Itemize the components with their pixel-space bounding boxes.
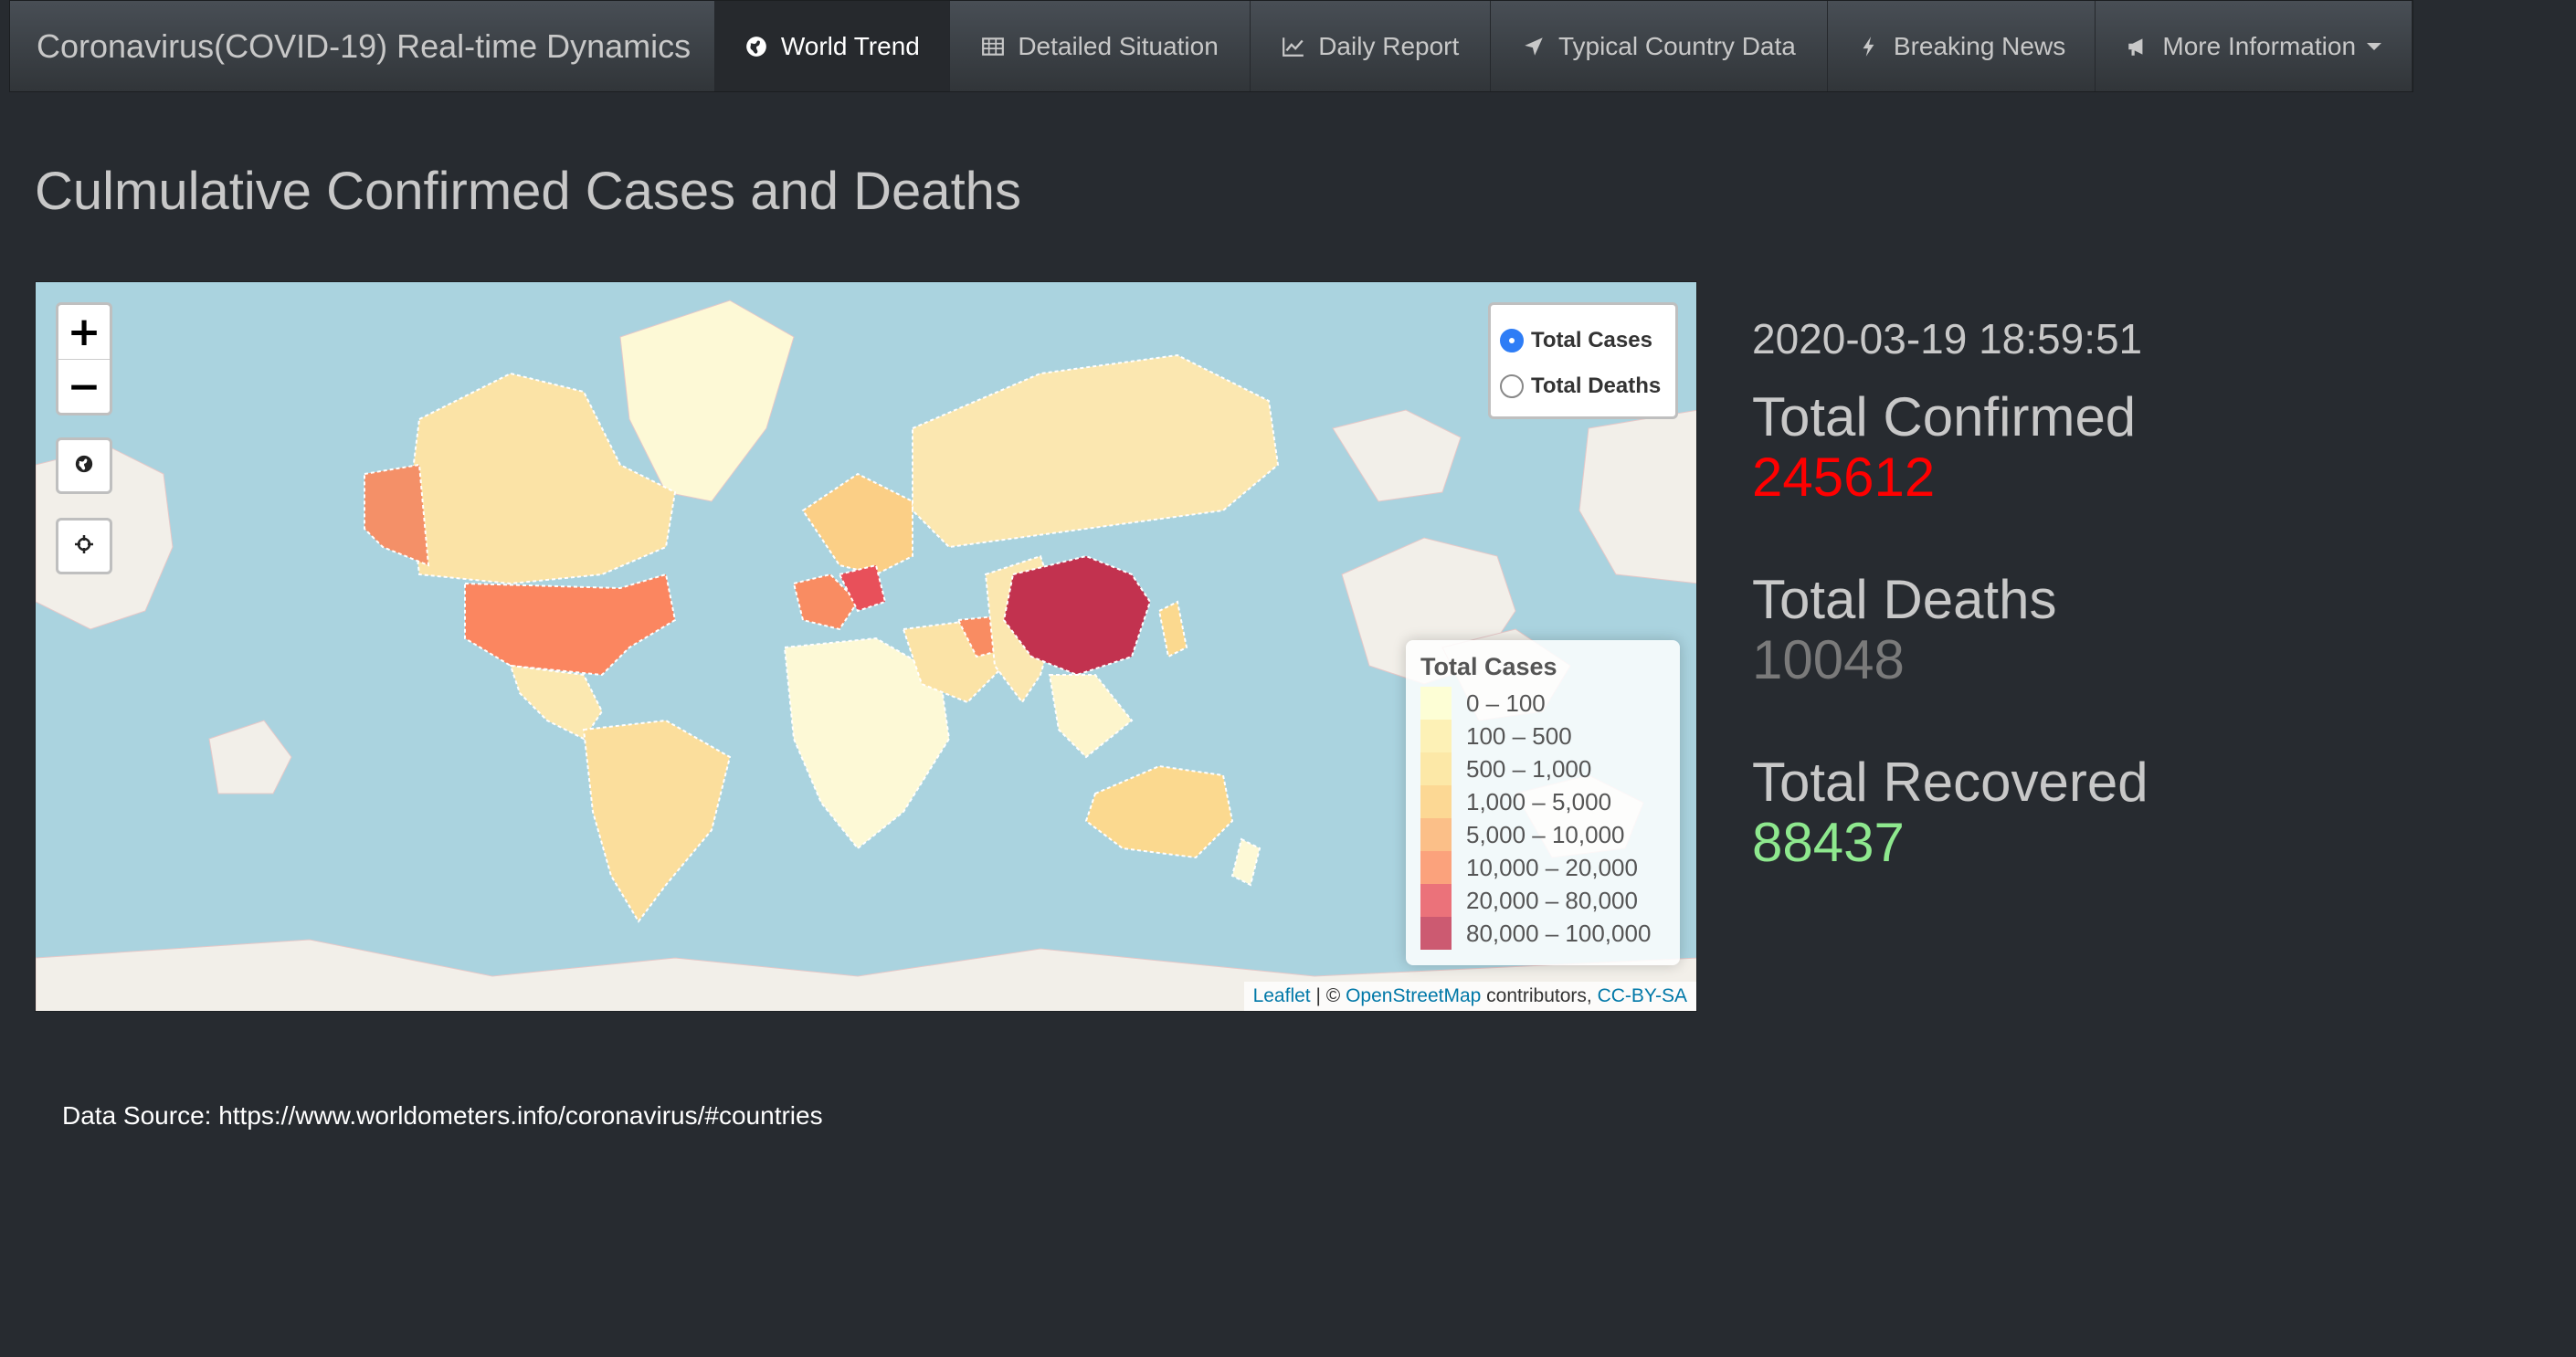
nav-label: More Information	[2162, 31, 2357, 60]
leaflet-link[interactable]: Leaflet	[1252, 985, 1311, 1006]
zoom-in-button[interactable]: +	[67, 309, 101, 355]
legend-row: 20,000 – 80,000	[1420, 884, 1665, 917]
zoom-out-button[interactable]: −	[58, 359, 110, 413]
legend-swatch	[1420, 884, 1452, 917]
legend-swatch	[1420, 752, 1452, 785]
world-map[interactable]: + − Total Cases Total Deaths Total Cases…	[35, 281, 1697, 1012]
nav-label: World Trend	[780, 31, 920, 60]
caret-down-icon	[2367, 42, 2382, 50]
attribution-contributors: contributors,	[1481, 985, 1598, 1006]
legend-row: 1,000 – 5,000	[1420, 785, 1665, 818]
update-timestamp: 2020-03-19 18:59:51	[1752, 315, 2143, 363]
nav-label: Detailed Situation	[1018, 31, 1219, 60]
legend-swatch	[1420, 720, 1452, 752]
legend-swatch	[1420, 917, 1452, 950]
nav-detailed-situation[interactable]: Detailed Situation	[948, 1, 1251, 91]
world-view-button[interactable]	[56, 437, 112, 494]
recovered-block: Total Recovered 88437	[1752, 752, 2483, 873]
map-attribution: Leaflet | © OpenStreetMap contributors, …	[1243, 982, 1696, 1011]
recovered-label: Total Recovered	[1752, 752, 2148, 813]
legend-row: 80,000 – 100,000	[1420, 917, 1665, 950]
legend-row: 5,000 – 10,000	[1420, 818, 1665, 851]
license-link[interactable]: CC-BY-SA	[1597, 985, 1687, 1006]
legend-row: 10,000 – 20,000	[1420, 851, 1665, 884]
zoom-control: + −	[56, 302, 112, 416]
brand-title[interactable]: Coronavirus(COVID-19) Real-time Dynamics	[37, 26, 692, 65]
line-chart-icon	[1282, 35, 1305, 58]
layer-option-total-deaths[interactable]: Total Deaths	[1500, 363, 1666, 409]
radio-unselected-icon[interactable]	[1500, 374, 1524, 398]
deaths-value: 10048	[1752, 629, 1905, 690]
crosshairs-icon	[73, 533, 95, 560]
globe-icon	[74, 454, 94, 479]
layer-label: Total Deaths	[1531, 373, 1662, 398]
legend-label: 10,000 – 20,000	[1466, 853, 1638, 881]
nav-typical-country-data[interactable]: Typical Country Data	[1490, 1, 1827, 91]
confirmed-value: 245612	[1752, 447, 1936, 508]
confirmed-label: Total Confirmed	[1752, 386, 2137, 447]
legend-row: 100 – 500	[1420, 720, 1665, 752]
page-title: Culmulative Confirmed Cases and Deaths	[35, 162, 1021, 221]
attribution-separator: | ©	[1310, 985, 1346, 1006]
deaths-block: Total Deaths 10048	[1752, 570, 2483, 690]
legend-row: 500 – 1,000	[1420, 752, 1665, 785]
legend-title: Total Cases	[1420, 653, 1557, 680]
nav-label: Breaking News	[1893, 31, 2066, 60]
layer-option-total-cases[interactable]: Total Cases	[1500, 318, 1666, 363]
legend-swatch	[1420, 851, 1452, 884]
legend-label: 1,000 – 5,000	[1466, 787, 1612, 815]
deaths-label: Total Deaths	[1752, 569, 2057, 630]
nav-breaking-news[interactable]: Breaking News	[1826, 1, 2096, 91]
legend-label: 20,000 – 80,000	[1466, 886, 1638, 914]
legend-swatch	[1420, 818, 1452, 851]
navbar: Coronavirus(COVID-19) Real-time Dynamics…	[9, 0, 2413, 92]
location-arrow-icon	[1522, 35, 1546, 58]
nav-label: Daily Report	[1318, 31, 1460, 60]
globe-icon	[744, 35, 768, 58]
nav-label: Typical Country Data	[1557, 31, 1796, 60]
legend-label: 0 – 100	[1466, 689, 1546, 717]
legend-label: 500 – 1,000	[1466, 754, 1592, 783]
map-tiles[interactable]	[36, 282, 1697, 1012]
layer-label: Total Cases	[1531, 328, 1652, 352]
stats-panel: 2020-03-19 18:59:51 Total Confirmed 2456…	[1752, 314, 2483, 873]
osm-link[interactable]: OpenStreetMap	[1346, 985, 1482, 1006]
nav-more-information[interactable]: More Information	[2095, 1, 2412, 91]
radio-selected-icon[interactable]	[1500, 329, 1524, 352]
recovered-value: 88437	[1752, 812, 1905, 873]
legend-swatch	[1420, 785, 1452, 818]
table-icon	[981, 35, 1005, 58]
legend-label: 80,000 – 100,000	[1466, 919, 1652, 947]
legend-swatch	[1420, 687, 1452, 720]
map-legend: Total Cases 0 – 100 100 – 500 500 – 1,000 1…	[1406, 640, 1680, 965]
bolt-icon	[1857, 35, 1881, 58]
bullhorn-icon	[2126, 35, 2149, 58]
legend-label: 5,000 – 10,000	[1466, 820, 1625, 848]
layer-switcher: Total Cases Total Deaths	[1488, 302, 1678, 419]
confirmed-block: Total Confirmed 245612	[1752, 387, 2483, 508]
data-source-text: Data Source: https://www.worldometers.in…	[62, 1101, 823, 1130]
nav-world-trend[interactable]: World Trend	[714, 1, 949, 91]
locate-button[interactable]	[56, 518, 112, 574]
nav-daily-report[interactable]: Daily Report	[1250, 1, 1490, 91]
legend-label: 100 – 500	[1466, 721, 1572, 750]
legend-row: 0 – 100	[1420, 687, 1665, 720]
